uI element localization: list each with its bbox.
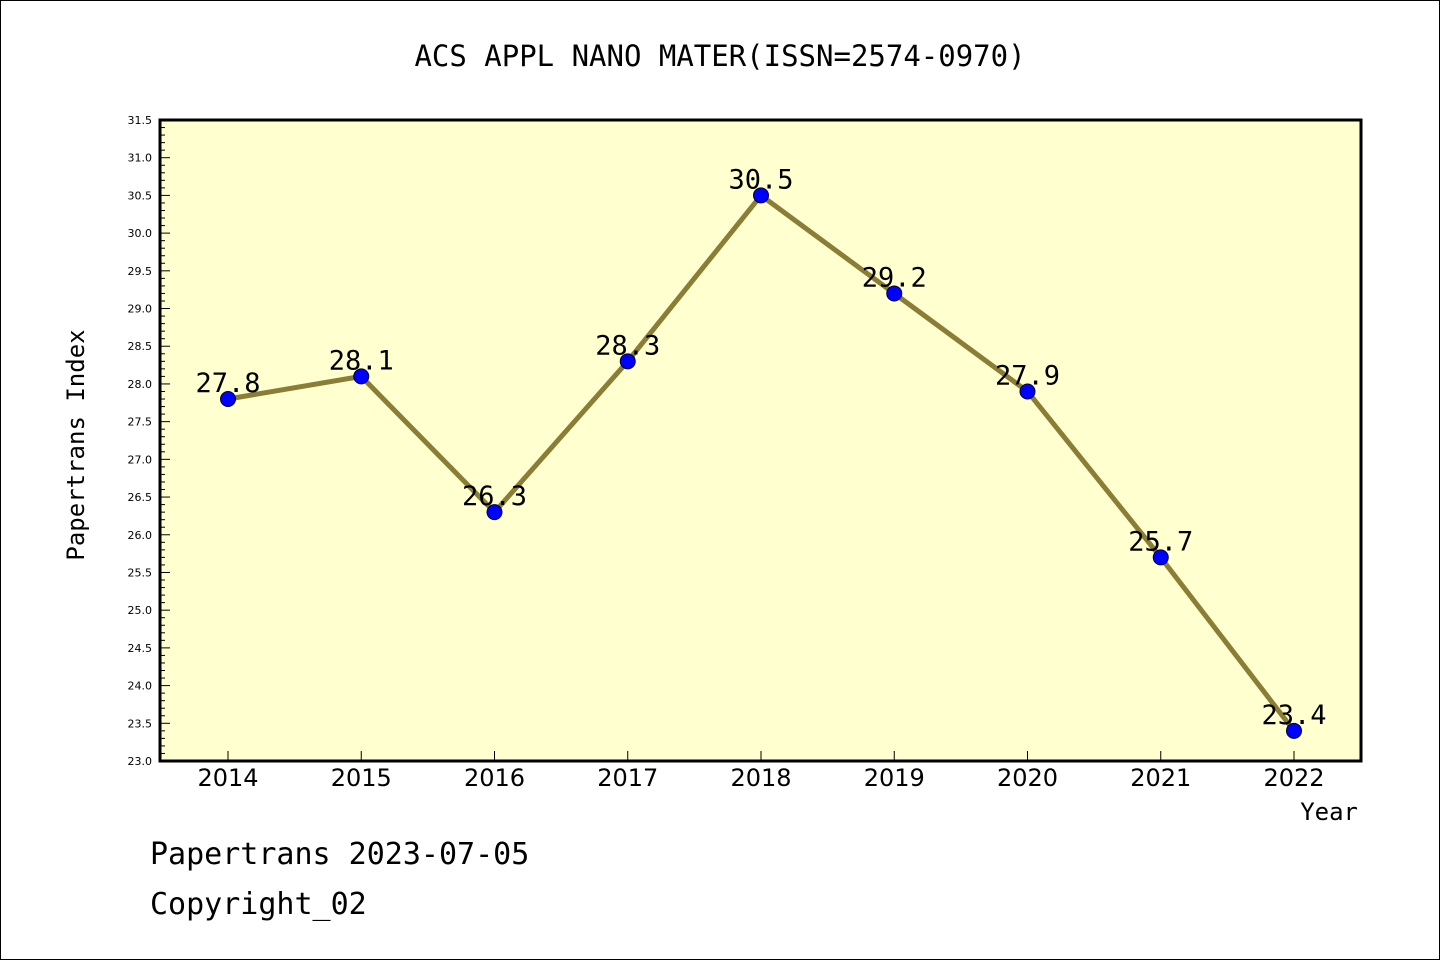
data-point [886,285,903,302]
y-tick-label: 31.5 [128,114,153,127]
y-tick-label: 24.0 [128,680,153,693]
data-label: 26.3 [462,481,527,512]
data-label: 25.7 [1128,526,1193,557]
x-axis: 2014 2015 2016 2017 2018 2019 2020 2021 2022 [197,751,1325,792]
series: 27.8 28.1 26.3 28.3 30.5 29.2 27.9 25.7 23.4 [195,164,1327,739]
y-tick-label: 29.5 [128,265,153,278]
y-tick-label: 30.0 [128,227,153,240]
x-tick-label: 2020 [997,764,1058,792]
y-tick-label: 26.0 [128,529,153,542]
footer-copyright: Copyright_02 [150,887,367,922]
x-axis-label: Year [1300,798,1358,826]
data-label: 30.5 [728,164,793,195]
y-tick-label: 27.5 [128,416,153,429]
x-tick-label: 2018 [730,764,791,792]
x-tick-label: 2019 [864,764,925,792]
y-tick-label: 25.5 [128,566,153,579]
y-axis: 23.0 23.5 24.0 24.5 25.0 25.5 26.0 26.5 27.0 27.5… [128,114,170,768]
plot-area [158,118,1363,763]
data-point [1152,549,1169,566]
data-point [1286,722,1302,739]
data-label: 27.9 [995,360,1060,391]
data-point [1019,383,1036,400]
data-label: 27.8 [195,368,260,399]
y-tick-label: 28.0 [128,378,153,391]
data-point [220,391,236,408]
y-tick-label: 27.0 [128,453,153,466]
y-tick-label: 31.0 [128,152,153,165]
y-tick-label: 25.0 [128,604,153,617]
x-tick-label: 2015 [331,764,392,792]
footer-source: Papertrans 2023-07-05 [150,837,529,872]
data-label: 28.1 [329,345,394,376]
x-tick-label: 2022 [1263,764,1324,792]
x-tick-label: 2014 [197,764,258,792]
y-tick-label: 30.5 [128,189,153,202]
x-tick-label: 2021 [1130,764,1191,792]
x-tick-label: 2017 [597,764,658,792]
x-tick-label: 2016 [464,764,525,792]
data-point [753,187,769,204]
data-point [353,368,370,385]
chart-title: ACS APPL NANO MATER(ISSN=2574-0970) [414,39,1025,73]
y-axis-label: Papertrans Index [62,329,90,560]
y-tick-label: 28.5 [128,340,153,353]
y-tick-label: 23.0 [128,755,153,768]
data-point [486,504,503,521]
data-label: 29.2 [862,262,927,293]
y-tick-label: 23.5 [128,717,153,730]
y-tick-label: 26.5 [128,491,153,504]
data-point [619,353,636,370]
y-tick-label: 24.5 [128,642,153,655]
data-label: 23.4 [1261,700,1326,731]
y-tick-label: 29.0 [128,303,153,316]
data-label: 28.3 [595,330,660,361]
